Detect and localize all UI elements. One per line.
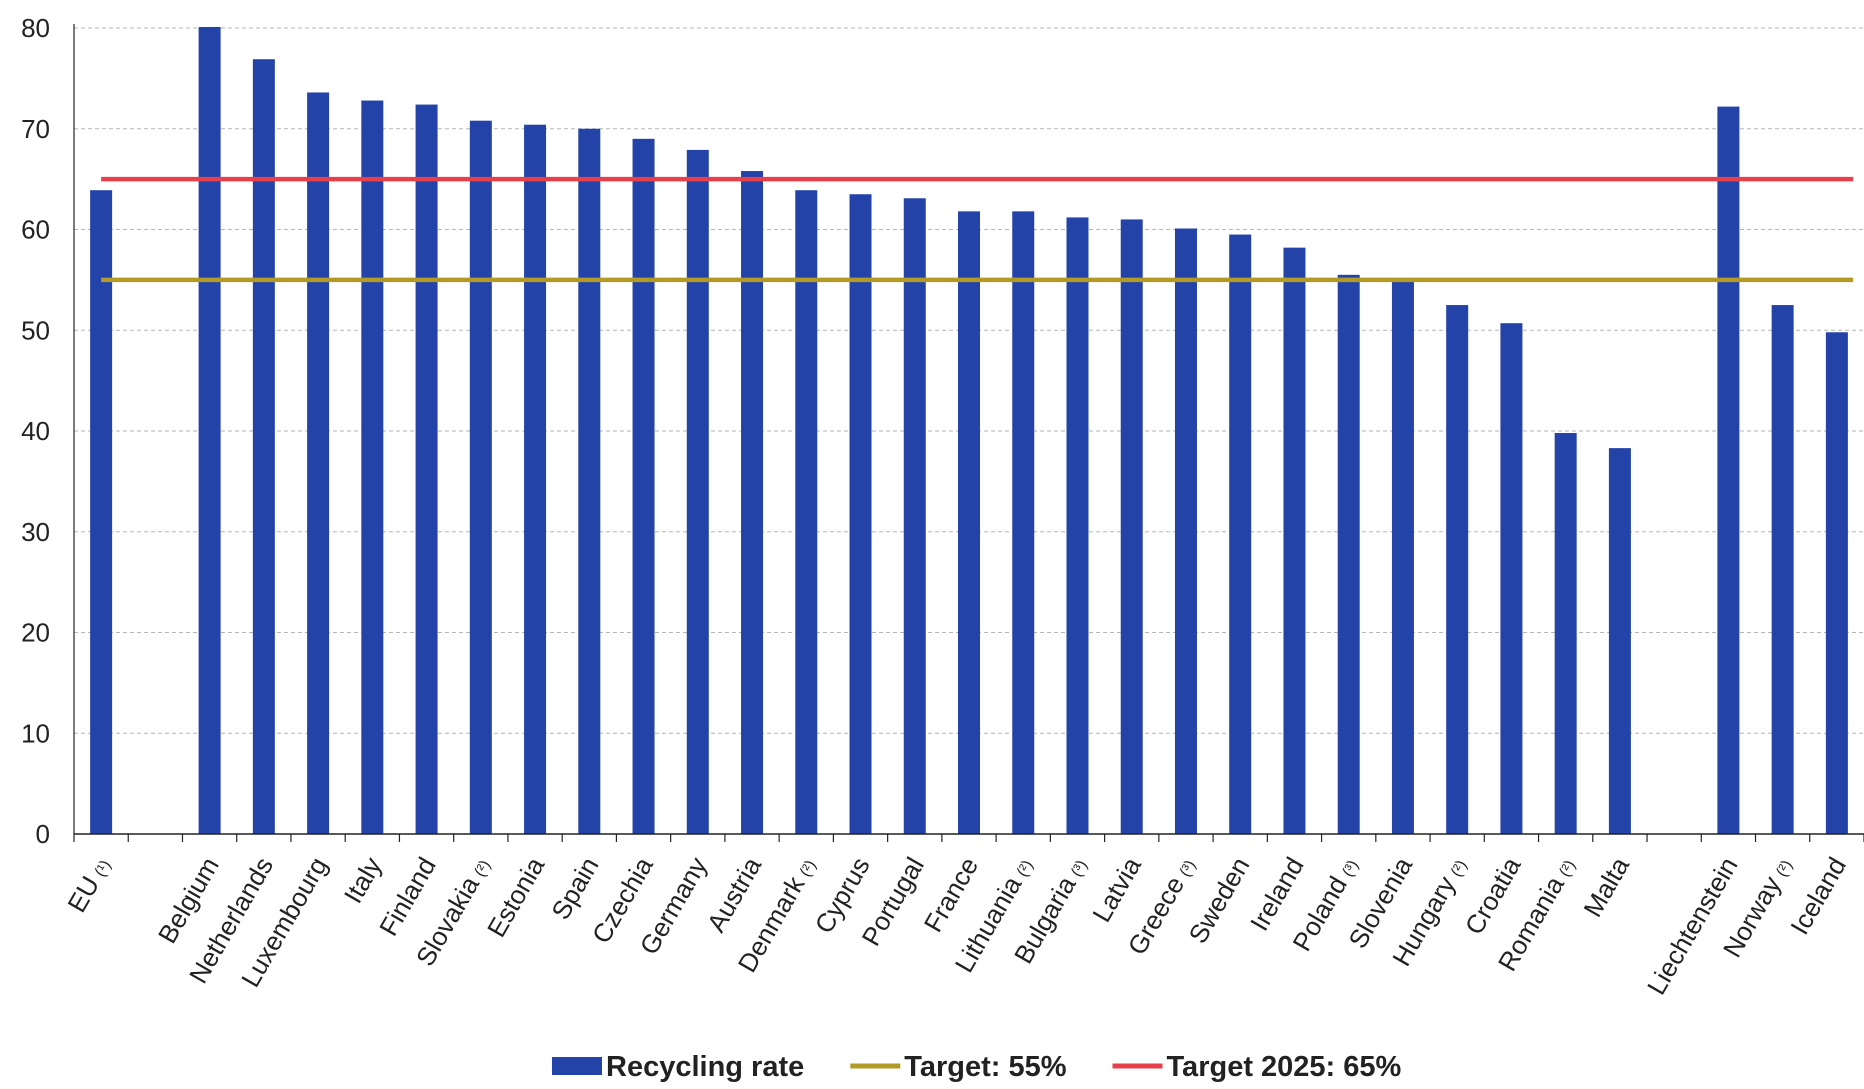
bar [1717,106,1740,834]
category-footnote: (²) [1014,858,1037,880]
bar [1012,211,1035,835]
bar [1066,217,1089,834]
y-tick-label: 50 [21,315,50,345]
y-tick-label: 60 [21,215,50,245]
y-tick-label: 0 [36,819,50,849]
x-tick-label: Italy [338,852,388,908]
bar [849,194,872,835]
category-footnote: (²) [1448,858,1471,880]
y-axis: 0 10 20 30 40 50 60 70 80 [21,13,75,849]
category-name: Italy [338,852,388,908]
y-tick-label: 70 [21,114,50,144]
legend-label: Target 2025: 65% [1167,1051,1402,1083]
bar [361,100,384,835]
y-tick-label: 20 [21,618,50,648]
bar [1446,305,1469,834]
bar [90,190,113,834]
bar [1771,305,1794,834]
y-tick-label: 10 [21,718,50,748]
bar [632,138,655,834]
bar [1229,234,1252,835]
x-tick-label: Spain [545,852,604,925]
bar [958,211,980,835]
legend-label: Recycling rate [606,1051,804,1083]
category-footnote: (³) [1339,858,1362,880]
category-footnote: (³) [1068,858,1091,880]
bar [469,120,492,834]
category-footnote: (²) [1556,858,1579,880]
y-tick-label: 40 [21,416,50,446]
category-footnote: (²) [797,858,820,880]
bar [1120,219,1143,835]
bar [578,128,601,834]
legend: Recycling rate Target: 55% Target 2025: 65… [552,1051,1402,1083]
category-name: Malta [1577,852,1635,923]
x-tick-label: EU(¹) [61,852,116,917]
category-footnote: (¹) [92,858,115,880]
bar [741,171,764,834]
bar [415,104,438,834]
bar [1608,448,1631,834]
bar [686,149,709,835]
y-tick-label: 80 [21,13,50,43]
bar [1500,323,1523,834]
bar [1825,332,1848,834]
bars [90,26,1848,835]
bar [795,190,818,834]
bar [252,59,275,835]
bar [1337,274,1360,834]
legend-swatch-bar [552,1057,602,1075]
target-lines [101,176,1854,283]
legend-label: Target: 55% [904,1051,1066,1083]
bar [198,26,221,835]
bar [1391,279,1414,834]
category-footnote: (²) [472,858,495,880]
y-tick-label: 30 [21,517,50,547]
bar [524,124,547,835]
bar [1554,433,1577,834]
bar [903,198,926,834]
category-footnote: (²) [1773,858,1796,880]
category-footnote: (³) [1177,858,1200,880]
bar [307,92,330,835]
category-name: Spain [545,852,604,925]
x-tick-label: Malta [1577,852,1635,923]
category-name: EU [61,871,105,917]
bar [1174,228,1197,834]
bar [1283,247,1306,834]
